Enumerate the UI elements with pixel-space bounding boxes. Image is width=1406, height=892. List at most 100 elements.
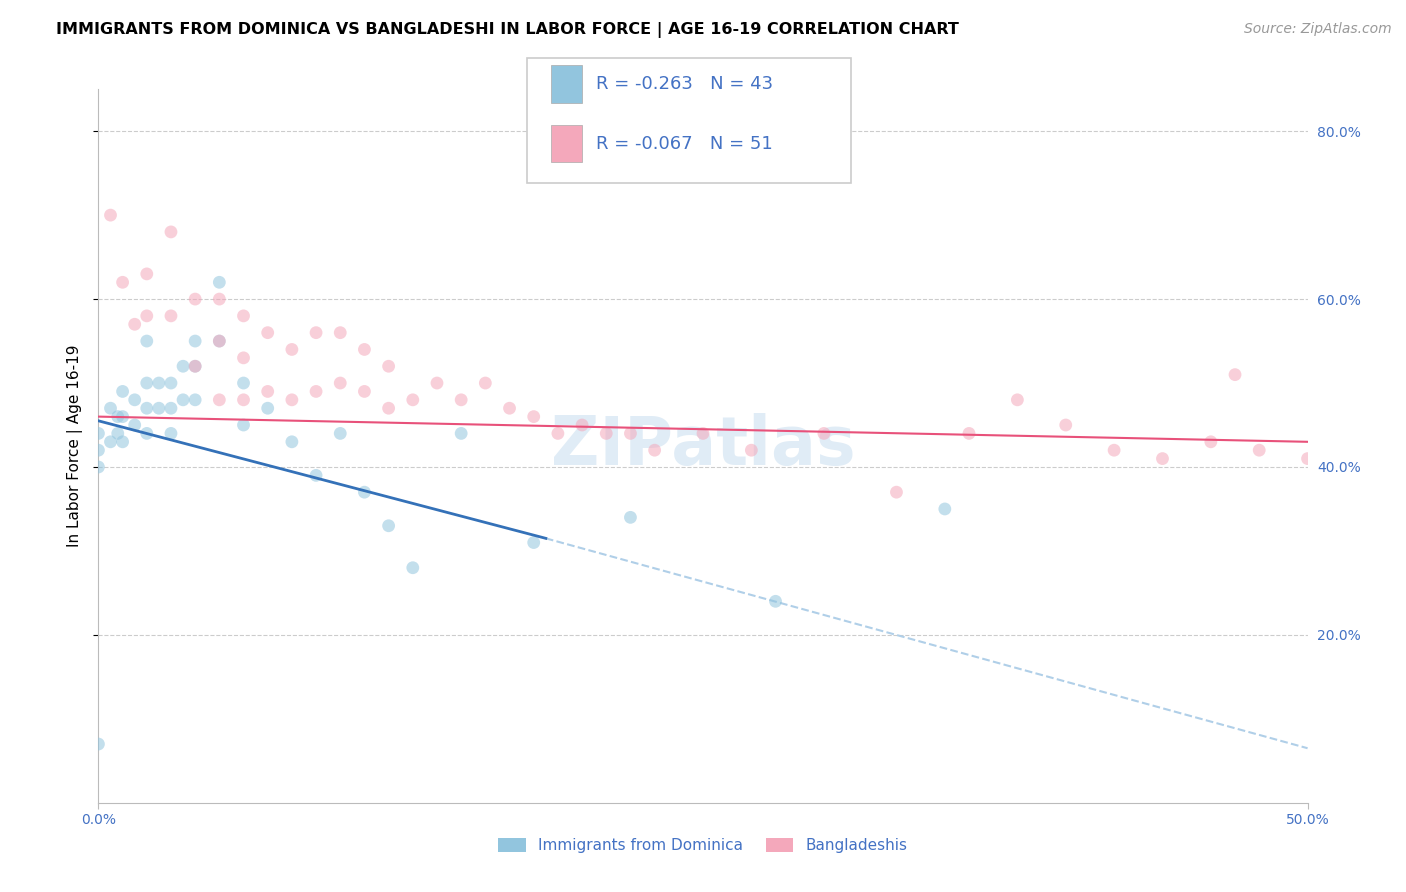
Text: IMMIGRANTS FROM DOMINICA VS BANGLADESHI IN LABOR FORCE | AGE 16-19 CORRELATION C: IMMIGRANTS FROM DOMINICA VS BANGLADESHI …: [56, 22, 959, 38]
Point: [160, 426, 183, 441]
Point: [208, 292, 231, 306]
Point: [498, 401, 520, 416]
Text: ZIPatlas: ZIPatlas: [551, 413, 855, 479]
Text: Source: ZipAtlas.com: Source: ZipAtlas.com: [1244, 22, 1392, 37]
Point: [619, 426, 641, 441]
Point: [232, 417, 254, 432]
Point: [1296, 451, 1319, 466]
Point: [353, 485, 375, 500]
Point: [184, 359, 207, 374]
Point: [450, 426, 472, 441]
Point: [184, 334, 207, 348]
Point: [619, 510, 641, 524]
Point: [160, 376, 183, 390]
Point: [329, 426, 352, 441]
Point: [644, 443, 666, 458]
Point: [208, 275, 231, 289]
Point: [148, 401, 170, 416]
Point: [135, 376, 157, 390]
Point: [957, 426, 980, 441]
Point: [160, 401, 183, 416]
Point: [765, 594, 787, 608]
Point: [100, 434, 122, 449]
Point: [377, 518, 399, 533]
Point: [305, 326, 328, 340]
Point: [100, 208, 122, 222]
Text: R = -0.263   N = 43: R = -0.263 N = 43: [596, 75, 773, 93]
Point: [934, 502, 956, 516]
Point: [1054, 417, 1077, 432]
Point: [135, 334, 157, 348]
Point: [107, 409, 129, 424]
Point: [1223, 368, 1246, 382]
Point: [281, 392, 304, 407]
Point: [111, 409, 134, 424]
Point: [353, 384, 375, 399]
Point: [124, 417, 146, 432]
Point: [160, 225, 183, 239]
Point: [232, 351, 254, 365]
Y-axis label: In Labor Force | Age 16-19: In Labor Force | Age 16-19: [67, 344, 83, 548]
Point: [692, 426, 714, 441]
Point: [377, 359, 399, 374]
Point: [377, 401, 399, 416]
Point: [135, 267, 157, 281]
Point: [111, 434, 134, 449]
Point: [135, 426, 157, 441]
Point: [172, 392, 194, 407]
Point: [1007, 392, 1029, 407]
Point: [523, 409, 546, 424]
Point: [208, 334, 231, 348]
Point: [232, 376, 254, 390]
Point: [87, 426, 110, 441]
Point: [124, 318, 146, 332]
Point: [1249, 443, 1271, 458]
Point: [184, 359, 207, 374]
Point: [813, 426, 835, 441]
Point: [87, 460, 110, 475]
Point: [160, 309, 183, 323]
Point: [107, 426, 129, 441]
Point: [402, 392, 425, 407]
Point: [148, 376, 170, 390]
Point: [547, 426, 569, 441]
Point: [740, 443, 762, 458]
Point: [100, 401, 122, 416]
Point: [87, 737, 110, 751]
Point: [184, 292, 207, 306]
Point: [172, 359, 194, 374]
Point: [1152, 451, 1174, 466]
Point: [474, 376, 496, 390]
Point: [184, 392, 207, 407]
Point: [111, 275, 134, 289]
Point: [305, 384, 328, 399]
Point: [87, 443, 110, 458]
Point: [1199, 434, 1222, 449]
Point: [571, 417, 593, 432]
Point: [111, 384, 134, 399]
Point: [232, 309, 254, 323]
Point: [426, 376, 449, 390]
Point: [135, 309, 157, 323]
Point: [450, 392, 472, 407]
Point: [281, 434, 304, 449]
Point: [305, 468, 328, 483]
Point: [281, 343, 304, 357]
Point: [886, 485, 908, 500]
Point: [124, 392, 146, 407]
Point: [256, 326, 278, 340]
Text: R = -0.067   N = 51: R = -0.067 N = 51: [596, 135, 773, 153]
Point: [208, 334, 231, 348]
Legend: Immigrants from Dominica, Bangladeshis: Immigrants from Dominica, Bangladeshis: [492, 832, 914, 859]
Point: [329, 376, 352, 390]
Point: [353, 343, 375, 357]
Point: [523, 535, 546, 549]
Point: [232, 392, 254, 407]
Point: [595, 426, 617, 441]
Point: [208, 392, 231, 407]
Point: [402, 560, 425, 574]
Point: [329, 326, 352, 340]
Point: [1102, 443, 1125, 458]
Point: [135, 401, 157, 416]
Point: [256, 401, 278, 416]
